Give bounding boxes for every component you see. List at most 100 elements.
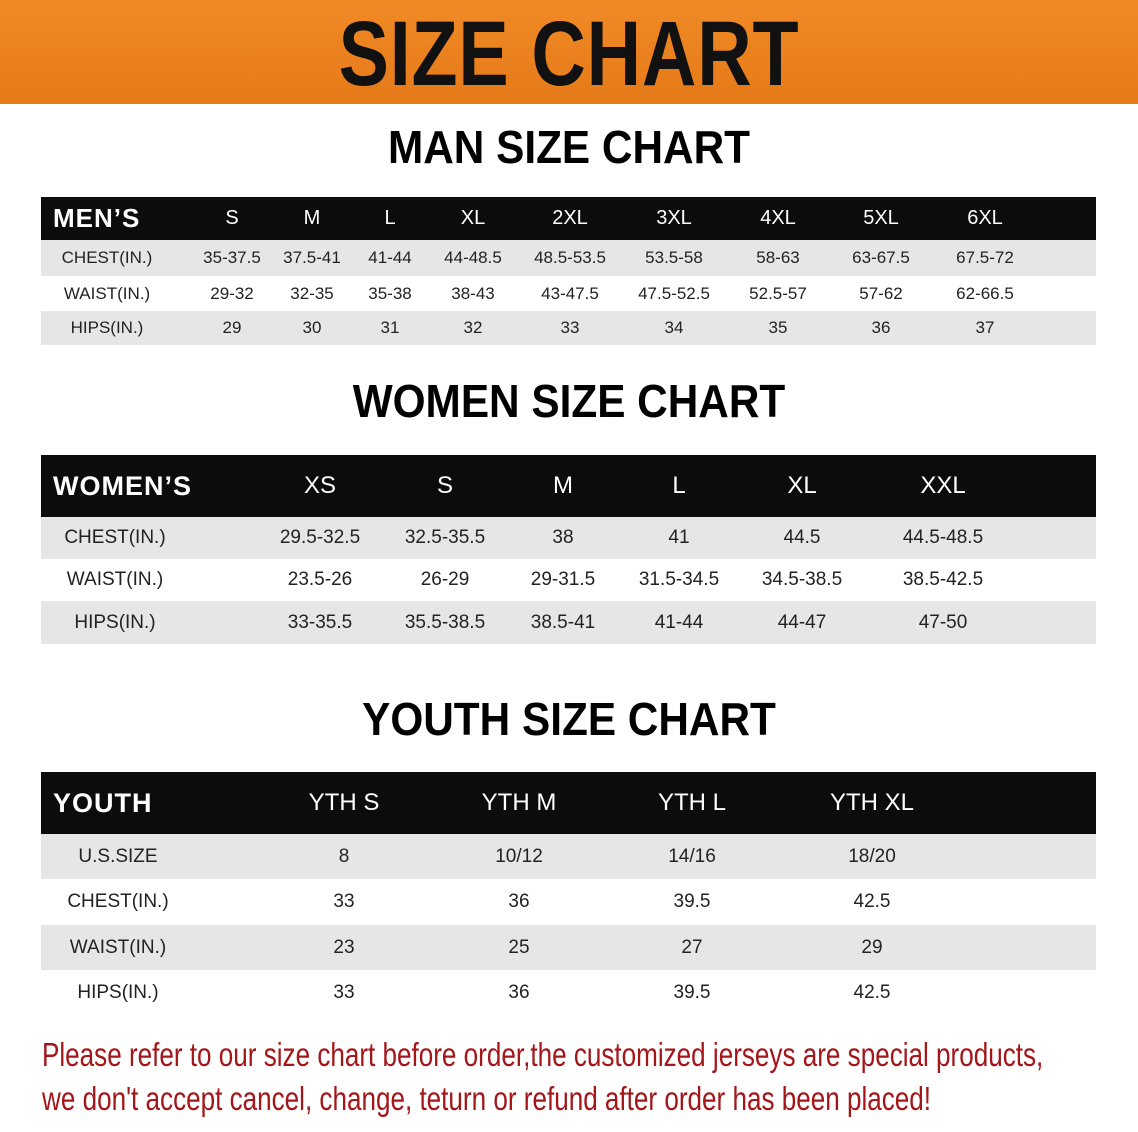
women-size-table: WOMEN’S XS S M L XL XXL CHEST(IN.) 29.5-32.5 32.5… xyxy=(41,455,1096,644)
row-label: CHEST(IN.) xyxy=(64,527,166,548)
women-section-title: WOMEN SIZE CHART xyxy=(352,375,786,427)
table-cell: 35.5-38.5 xyxy=(404,611,486,633)
row-label: WAIST(IN.) xyxy=(63,283,151,303)
table-cell: 23.5-26 xyxy=(287,569,353,590)
table-cell: 33-35.5 xyxy=(287,611,353,633)
table-cell: 58-63 xyxy=(756,248,800,267)
table-cell: 32-35 xyxy=(290,283,334,303)
size-column-header: 5XL xyxy=(863,207,899,229)
table-cell: 41-44 xyxy=(654,611,704,633)
size-column-header: YTH M xyxy=(481,789,557,816)
table-cell: 31.5-34.5 xyxy=(638,569,720,590)
row-label: WAIST(IN.) xyxy=(69,936,167,958)
women-header-label: WOMEN’S xyxy=(53,470,192,501)
table-row: WAIST(IN.) 29-32 32-35 35-38 38-43 43-47.5 47.… xyxy=(41,276,1096,311)
table-cell: 53.5-58 xyxy=(645,248,703,267)
size-column-header: 3XL xyxy=(656,207,692,229)
size-column-header: M xyxy=(553,472,573,499)
row-label: U.S.SIZE xyxy=(78,845,158,867)
table-cell: 38 xyxy=(552,527,574,548)
row-label: HIPS(IN.) xyxy=(74,611,156,633)
table-cell: 36 xyxy=(508,891,530,912)
table-cell: 67.5-72 xyxy=(956,248,1014,267)
size-column-header: YTH S xyxy=(308,789,380,816)
table-cell: 32.5-35.5 xyxy=(404,527,486,548)
table-cell: 33 xyxy=(333,981,355,1003)
table-row: WAIST(IN.) 23 25 27 29 xyxy=(41,925,1096,970)
table-cell: 37.5-41 xyxy=(283,248,341,267)
table-cell: 41 xyxy=(668,527,690,548)
table-cell: 57-62 xyxy=(859,283,903,303)
table-row: HIPS(IN.) 33 36 39.5 42.5 xyxy=(41,970,1096,1015)
table-cell: 47.5-52.5 xyxy=(638,283,710,303)
table-cell: 34.5-38.5 xyxy=(761,569,843,590)
table-cell: 38.5-42.5 xyxy=(902,569,984,590)
size-column-header: L xyxy=(672,472,686,499)
table-cell: 10/12 xyxy=(495,845,543,867)
size-column-header: 2XL xyxy=(552,207,588,229)
size-column-header: XS xyxy=(303,472,336,499)
notice-line-1: Please refer to our size chart before or… xyxy=(42,1036,1044,1073)
table-cell: 35-37.5 xyxy=(203,248,261,267)
table-row: CHEST(IN.) 35-37.5 37.5-41 41-44 44-48.5 48.5… xyxy=(41,240,1096,276)
table-cell: 26-29 xyxy=(420,569,470,590)
table-cell: 35 xyxy=(768,318,788,337)
table-cell: 42.5 xyxy=(853,981,891,1003)
row-label: WAIST(IN.) xyxy=(66,569,164,590)
table-cell: 35-38 xyxy=(368,283,412,303)
size-column-header: 6XL xyxy=(967,207,1003,229)
table-cell: 14/16 xyxy=(668,845,716,867)
row-label: HIPS(IN.) xyxy=(70,318,144,337)
table-cell: 25 xyxy=(508,936,530,958)
table-cell: 48.5-53.5 xyxy=(534,248,606,267)
table-cell: 47-50 xyxy=(918,611,968,633)
men-header-label: MEN’S xyxy=(53,203,141,233)
size-column-header: L xyxy=(384,207,396,229)
table-cell: 38-43 xyxy=(451,283,495,303)
table-cell: 44.5-48.5 xyxy=(902,527,984,548)
men-section-title: MAN SIZE CHART xyxy=(387,121,751,173)
table-cell: 62-66.5 xyxy=(956,283,1014,303)
table-cell: 18/20 xyxy=(848,845,896,867)
men-size-table: MEN’S S M L XL 2XL 3XL 4XL 5XL 6XL CHEST(IN.) 35-37… xyxy=(41,197,1096,345)
table-cell: 23 xyxy=(333,936,355,958)
size-column-header: XXL xyxy=(920,472,966,499)
table-row: HIPS(IN.) 29 30 31 32 33 34 35 36 37 xyxy=(41,311,1096,345)
table-cell: 41-44 xyxy=(368,248,412,267)
notice-line-2: we don't accept cancel, change, teturn o… xyxy=(42,1080,932,1117)
table-cell: 32 xyxy=(463,318,483,337)
men-header-row: MEN’S S M L XL 2XL 3XL 4XL 5XL 6XL xyxy=(41,197,1096,240)
size-column-header: S xyxy=(436,472,453,499)
row-label: CHEST(IN.) xyxy=(67,891,169,912)
table-cell: 39.5 xyxy=(673,981,711,1003)
table-cell: 42.5 xyxy=(853,891,891,912)
table-row: U.S.SIZE 8 10/12 14/16 18/20 xyxy=(41,834,1096,879)
size-column-header: YTH L xyxy=(657,789,726,816)
youth-size-table: YOUTH YTH S YTH M YTH L YTH XL U.S.SIZE 8 10/12… xyxy=(41,772,1096,1015)
table-cell: 38.5-41 xyxy=(530,611,596,633)
table-cell: 44-48.5 xyxy=(444,248,502,267)
table-cell: 44-47 xyxy=(777,611,827,633)
row-label: HIPS(IN.) xyxy=(77,981,159,1003)
table-cell: 63-67.5 xyxy=(852,248,910,267)
row-label: CHEST(IN.) xyxy=(61,248,153,267)
table-cell: 8 xyxy=(338,845,350,867)
table-row: CHEST(IN.) 29.5-32.5 32.5-35.5 38 41 44.5 44.5… xyxy=(41,517,1096,559)
youth-header-label: YOUTH xyxy=(53,787,153,818)
banner-title: SIZE CHART xyxy=(338,3,800,105)
size-column-header: YTH XL xyxy=(829,789,915,816)
table-cell: 29 xyxy=(861,936,883,958)
table-cell: 27 xyxy=(681,936,703,958)
table-row: CHEST(IN.) 33 36 39.5 42.5 xyxy=(41,879,1096,925)
size-column-header: S xyxy=(225,207,239,229)
header-banner: SIZE CHART xyxy=(0,0,1138,105)
table-cell: 39.5 xyxy=(673,891,711,912)
size-column-header: 4XL xyxy=(760,207,796,229)
youth-header-row: YOUTH YTH S YTH M YTH L YTH XL xyxy=(41,772,1096,834)
table-row: HIPS(IN.) 33-35.5 35.5-38.5 38.5-41 41-44 44-… xyxy=(41,601,1096,644)
size-column-header: XL xyxy=(460,207,486,229)
table-cell: 37 xyxy=(975,318,995,337)
table-cell: 44.5 xyxy=(783,527,821,548)
table-cell: 33 xyxy=(333,891,355,912)
youth-section-title: YOUTH SIZE CHART xyxy=(362,693,776,745)
